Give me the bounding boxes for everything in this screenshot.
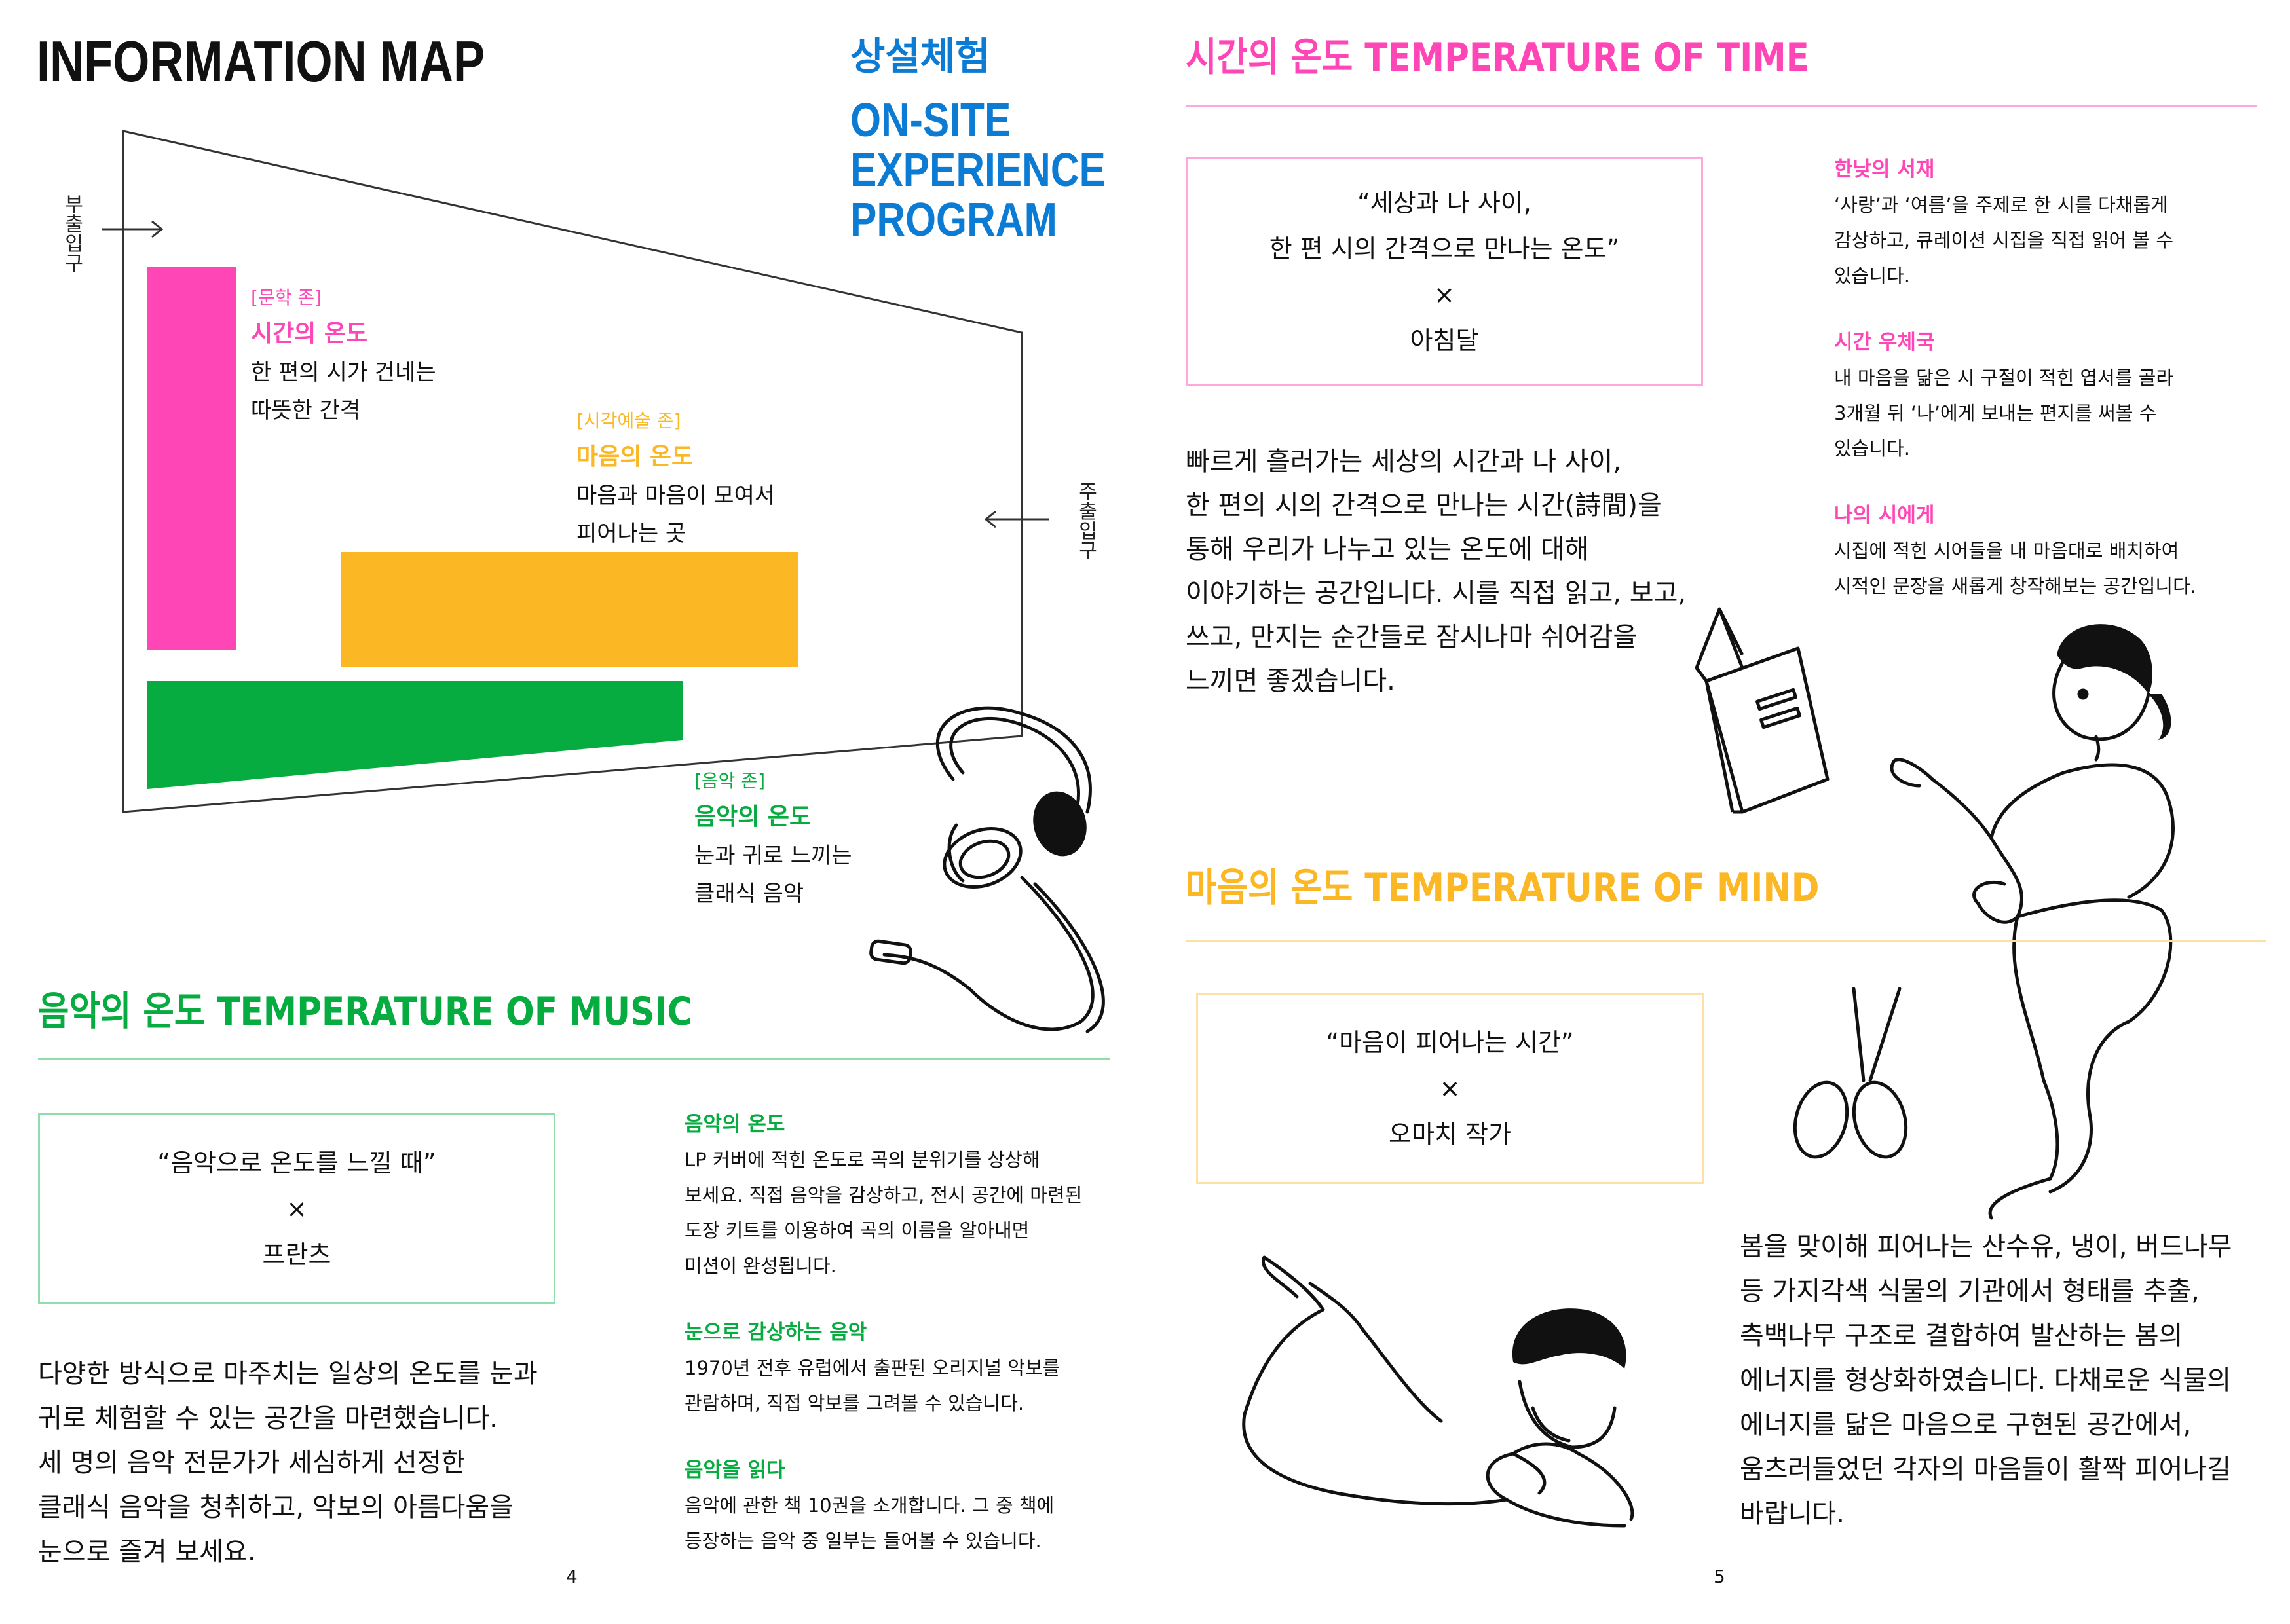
times-symbol: × bbox=[286, 1194, 307, 1223]
program-item: 한낮의 서재 ‘사랑’과 ‘여름’을 주제로 한 시를 다채롭게 감상하고, 큐… bbox=[1834, 158, 2174, 287]
time-body-text: 빠르게 흘러가는 세상의 시간과 나 사이, 한 편의 시의 간격으로 만나는 … bbox=[1186, 447, 1687, 696]
zone-bar-literature bbox=[147, 267, 236, 650]
program-item: 음악을 읽다 음악에 관한 책 10권을 소개합니다. 그 중 책에 등장하는 … bbox=[685, 1458, 1055, 1552]
arrow-icon-main-entrance bbox=[984, 510, 1049, 528]
zone-bar-music bbox=[147, 681, 683, 789]
zone-label-literature: [문학 존] 시간의 온도 한 편의 시가 건네는 따뜻한 간격 bbox=[251, 287, 436, 424]
arrow-icon-side-entrance bbox=[102, 220, 164, 238]
music-quote-box: “음악으로 온도를 느낄 때” × 프란츠 bbox=[38, 1113, 555, 1304]
mind-divider bbox=[1186, 940, 2266, 942]
music-heading: 음악의 온도 TEMPERATURE OF MUSIC bbox=[38, 989, 692, 1035]
music-body-text: 다양한 방식으로 마주치는 일상의 온도를 눈과 귀로 체험할 수 있는 공간을… bbox=[38, 1359, 538, 1567]
venue-outline bbox=[122, 130, 1023, 813]
side-entrance-label: 부출입구 bbox=[60, 194, 83, 272]
music-divider bbox=[38, 1058, 1110, 1060]
program-item: 음악의 온도 LP 커버에 적힌 온도로 곡의 분위기를 상상해 보세요. 직접… bbox=[685, 1113, 1083, 1277]
program-item: 시간 우체국 내 마음을 닮은 시 구절이 적힌 엽서를 골라 3개월 뒤 ‘나… bbox=[1834, 331, 2174, 460]
zone-label-music: [음악 존] 음악의 온도 눈과 귀로 느끼는 클래식 음악 bbox=[694, 770, 852, 907]
time-divider bbox=[1186, 105, 2257, 107]
mind-heading: 마음의 온도 TEMPERATURE OF MIND bbox=[1186, 865, 1820, 911]
program-item: 눈으로 감상하는 음악 1970년 전후 유럽에서 출판된 오리지널 악보를 관… bbox=[685, 1321, 1061, 1414]
time-programs: 한낮의 서재 ‘사랑’과 ‘여름’을 주제로 한 시를 다채롭게 감상하고, 큐… bbox=[1834, 152, 2196, 604]
music-programs: 음악의 온도 LP 커버에 적힌 온도로 곡의 분위기를 상상해 보세요. 직접… bbox=[685, 1107, 1082, 1559]
music-artist: 프란츠 bbox=[262, 1240, 331, 1269]
program-title-ko: 상설체험 bbox=[850, 34, 990, 79]
music-quote: “음악으로 온도를 느낄 때” bbox=[157, 1149, 436, 1177]
mind-body-text: 봄을 맞이해 피어나는 산수유, 냉이, 버드나무 등 가지각색 식물의 기관에… bbox=[1740, 1232, 2232, 1529]
page-number-left: 4 bbox=[566, 1566, 578, 1587]
mind-quote-box: “마음이 피어나는 시간” × 오마치 작가 bbox=[1196, 993, 1704, 1184]
zone-label-visual-art: [시각예술 존] 마음의 온도 마음과 마음이 모여서 피어나는 곳 bbox=[576, 410, 776, 547]
main-entrance-label: 주출입구 bbox=[1074, 481, 1097, 560]
program-title-en: ON-SITE EXPERIENCE PROGRAM bbox=[850, 94, 1106, 246]
time-heading: 시간의 온도 TEMPERATURE OF TIME bbox=[1186, 35, 1809, 81]
program-item: 나의 시에게 시집에 적힌 시어들을 내 마음대로 배치하여 시적인 문장을 새… bbox=[1834, 504, 2197, 597]
page-number-right: 5 bbox=[1714, 1566, 1725, 1587]
page-title: INFORMATION MAP bbox=[37, 29, 485, 94]
zone-bar-visual-art bbox=[341, 552, 798, 667]
time-quote-box: “세상과 나 사이, 한 편 시의 간격으로 만나는 온도” × 아침달 bbox=[1186, 157, 1703, 386]
